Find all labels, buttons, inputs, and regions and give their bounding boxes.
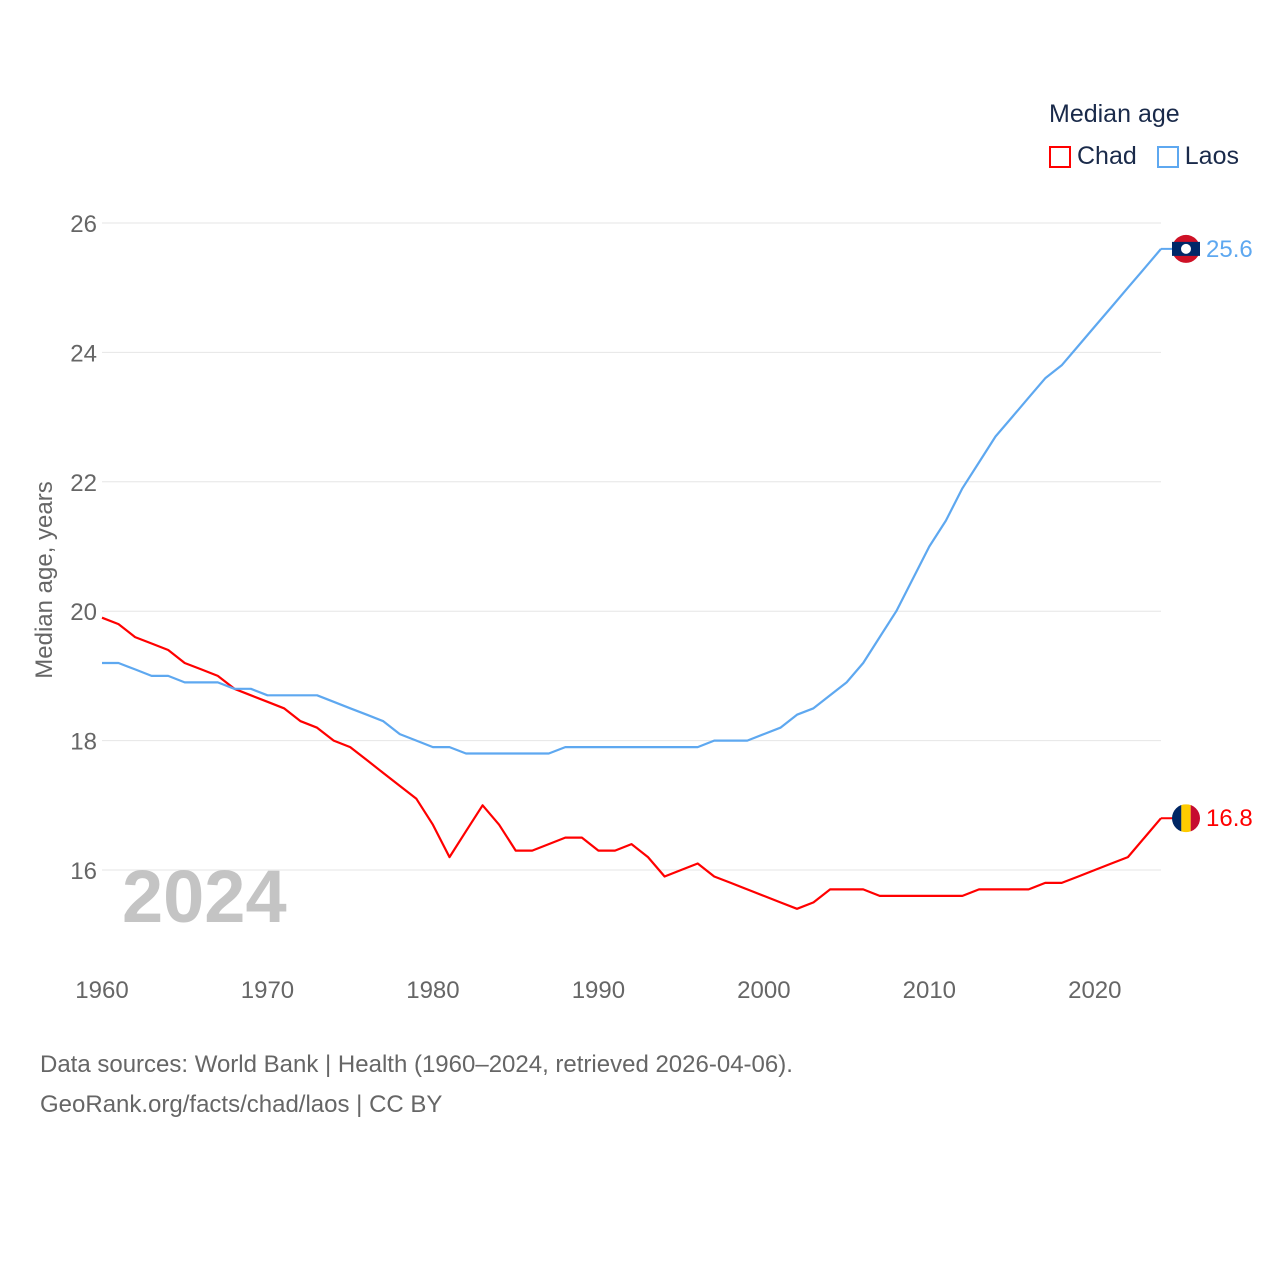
- y-tick-label: 18: [70, 729, 97, 756]
- x-tick-label: 1960: [75, 977, 128, 1004]
- chad-flag-icon: [1181, 804, 1191, 833]
- data-sources: Data sources: World Bank | Health (1960–…: [40, 1051, 793, 1078]
- legend-swatch-laos: [1156, 145, 1179, 168]
- legend-item-laos[interactable]: Laos: [1156, 142, 1239, 171]
- series-line-chad: [101, 616, 1162, 910]
- chad-flag-icon: [1190, 804, 1200, 833]
- y-tick-label: 26: [70, 211, 97, 238]
- year-watermark: 2024: [122, 855, 287, 938]
- x-tick-label: 1990: [572, 977, 625, 1004]
- x-tick-label: 2000: [737, 977, 790, 1004]
- legend-label-laos: Laos: [1184, 142, 1239, 170]
- y-axis-label: Median age, years: [31, 481, 58, 678]
- legend-label-chad: Chad: [1077, 142, 1137, 170]
- end-value-label-chad: 16.8: [1206, 805, 1253, 832]
- laos-flag-disc: [1181, 243, 1191, 254]
- footer: Data sources: World Bank | Health (1960–…: [40, 1045, 793, 1125]
- series-line-laos: [102, 248, 1162, 755]
- y-tick-label: 22: [70, 470, 97, 497]
- x-tick-label: 1970: [241, 977, 294, 1004]
- y-tick-label: 24: [70, 340, 97, 367]
- y-tick-label: 20: [70, 599, 97, 626]
- y-tick-label: 16: [70, 858, 97, 885]
- x-tick-label: 2010: [903, 977, 956, 1004]
- legend-title: Median age: [1049, 100, 1180, 128]
- end-value-label-laos: 25.6: [1206, 236, 1253, 263]
- legend: Chad Laos: [1049, 142, 1239, 171]
- x-tick-label: 2020: [1068, 977, 1121, 1004]
- attribution-link[interactable]: GeoRank.org/facts/chad/laos | CC BY: [40, 1091, 443, 1118]
- chad-flag-icon: [1172, 804, 1182, 833]
- x-tick-label: 1980: [406, 977, 459, 1004]
- legend-swatch-chad: [1049, 145, 1071, 168]
- legend-item-chad[interactable]: Chad: [1049, 142, 1137, 171]
